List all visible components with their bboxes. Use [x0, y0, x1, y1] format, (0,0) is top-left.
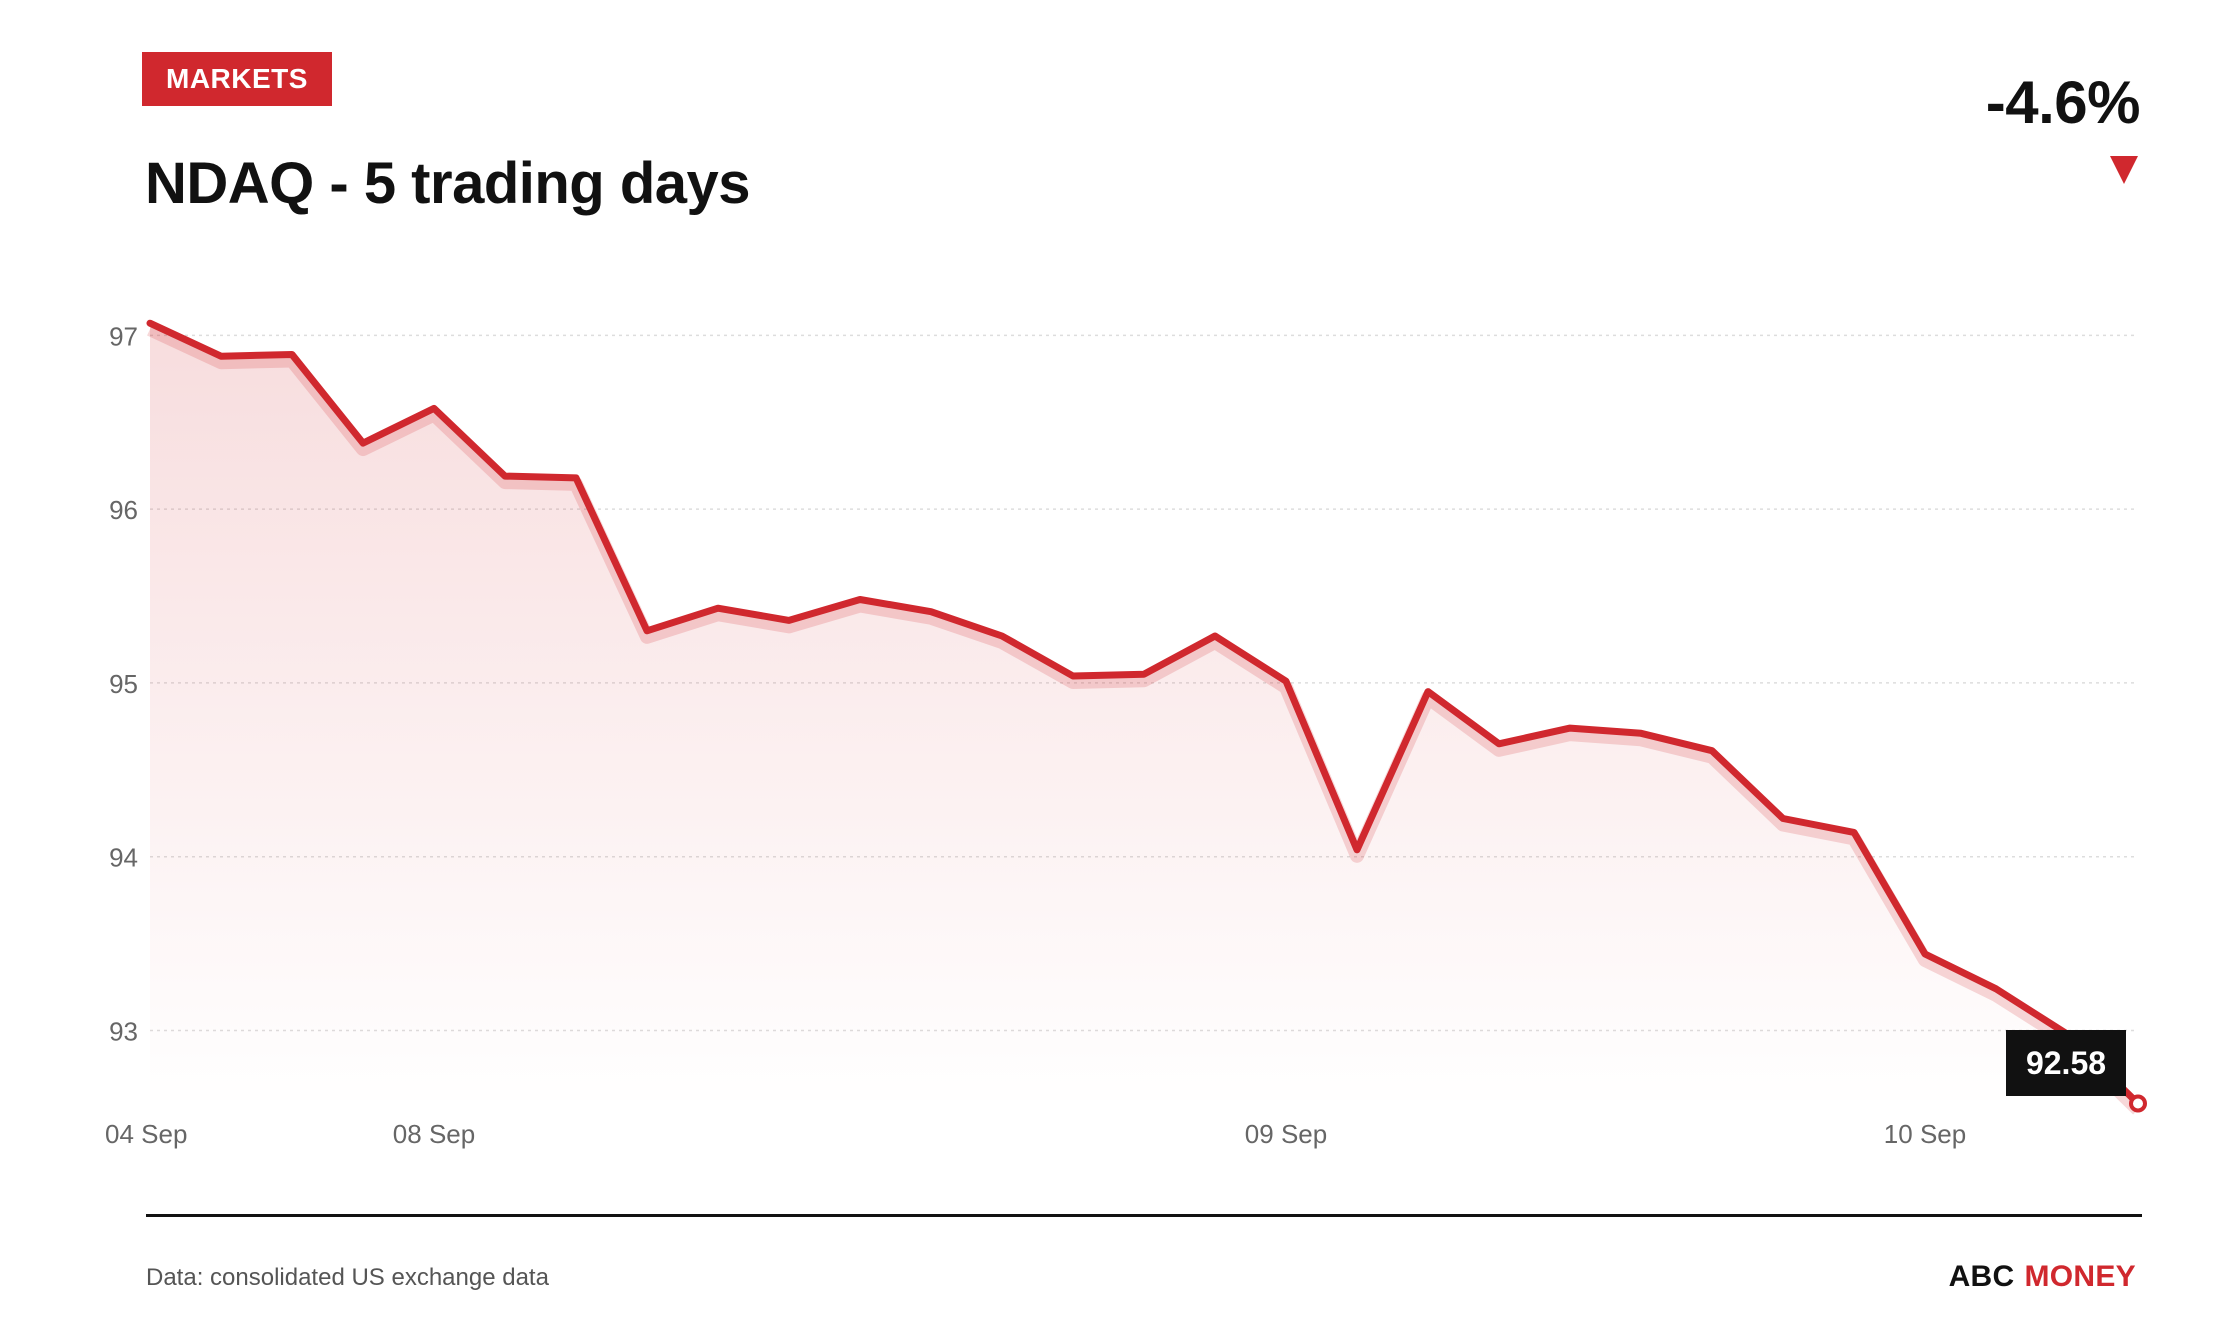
y-tick-label: 95 [109, 669, 138, 699]
y-tick-label: 97 [109, 321, 138, 351]
chart-title: NDAQ - 5 trading days [145, 151, 751, 216]
x-tick-label: 04 Sep [105, 1119, 187, 1149]
brand-logo-secondary: MONEY [2024, 1260, 2136, 1293]
x-tick-label: 09 Sep [1245, 1119, 1327, 1149]
area-fill [150, 323, 2138, 1110]
last-value-box [2006, 1030, 2126, 1096]
section-badge: MARKETS [142, 52, 332, 106]
brand-logo-primary: ABC [1948, 1260, 2015, 1293]
x-tick-label: 08 Sep [393, 1119, 475, 1149]
y-tick-label: 93 [109, 1016, 138, 1046]
price-line [146, 319, 2142, 1107]
percent-change: -4.6% [1985, 69, 2141, 136]
down-arrow-icon [2110, 156, 2138, 184]
brand-logo: ABC MONEY [1949, 1260, 2136, 1294]
y-tick-label: 96 [109, 495, 138, 525]
x-tick-label: 10 Sep [1884, 1119, 1966, 1149]
last-point-marker [2129, 1094, 2147, 1113]
footer-divider [146, 1214, 2142, 1217]
line-shadow [147, 322, 2143, 1115]
last-value-label: 92.58 [2026, 1045, 2106, 1081]
data-source-note: Data: consolidated US exchange data [146, 1264, 549, 1291]
y-tick-label: 94 [109, 843, 138, 873]
